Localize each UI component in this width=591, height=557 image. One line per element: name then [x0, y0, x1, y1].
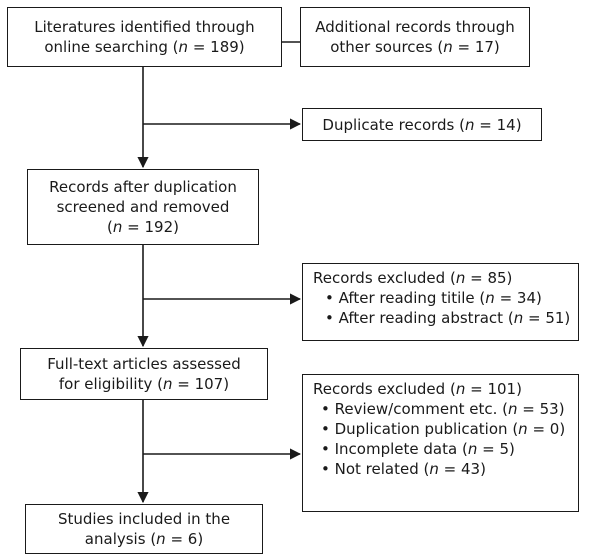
online-search-line-2: online searching (n = 189) — [44, 38, 245, 56]
included-line-2: analysis (n = 6) — [84, 530, 204, 548]
other-sources-line-2: other sources (n = 17) — [330, 38, 500, 56]
after-dedup-line-1: Records after duplication — [49, 178, 237, 196]
excluded-1-item: After reading titile (n = 34) — [325, 288, 578, 308]
excluded-2-title: Records excluded (n = 101) — [313, 380, 522, 398]
full-text-box: Full-text articles assessed for eligibil… — [20, 348, 268, 400]
online-search-line-1: Literatures identified through — [34, 18, 255, 36]
full-text-line-2: for eligibility (n = 107) — [58, 375, 230, 393]
excluded-2-item: Not related (n = 43) — [321, 459, 578, 479]
full-text-line-1: Full-text articles assessed — [47, 355, 241, 373]
excluded-1-title: Records excluded (n = 85) — [313, 269, 513, 287]
online-search-box: Literatures identified through online se… — [7, 7, 282, 67]
duplicates-line-1: Duplicate records (n = 14) — [322, 115, 522, 134]
excluded-1-item: After reading abstract (n = 51) — [325, 308, 578, 328]
duplicates-box: Duplicate records (n = 14) — [302, 108, 542, 141]
after-dedup-line-2: screened and removed — [56, 198, 230, 216]
included-line-1: Studies included in the — [57, 510, 231, 528]
excluded-2-item: Incomplete data (n = 5) — [321, 439, 578, 459]
excluded-1-box: Records excluded (n = 85) After reading … — [302, 263, 579, 341]
other-sources-box: Additional records through other sources… — [300, 7, 530, 67]
included-box: Studies included in the analysis (n = 6) — [25, 504, 263, 554]
excluded-2-box: Records excluded (n = 101) Review/commen… — [302, 374, 579, 512]
excluded-2-item: Review/comment etc. (n = 53) — [321, 399, 578, 419]
excluded-2-item: Duplication publication (n = 0) — [321, 419, 578, 439]
excluded-2-list: Review/comment etc. (n = 53) Duplication… — [313, 399, 578, 479]
other-sources-line-1: Additional records through — [315, 18, 515, 36]
after-dedup-line-3: (n = 192) — [107, 218, 179, 236]
after-dedup-box: Records after duplication screened and r… — [27, 169, 259, 245]
excluded-1-list: After reading titile (n = 34) After read… — [313, 288, 578, 328]
